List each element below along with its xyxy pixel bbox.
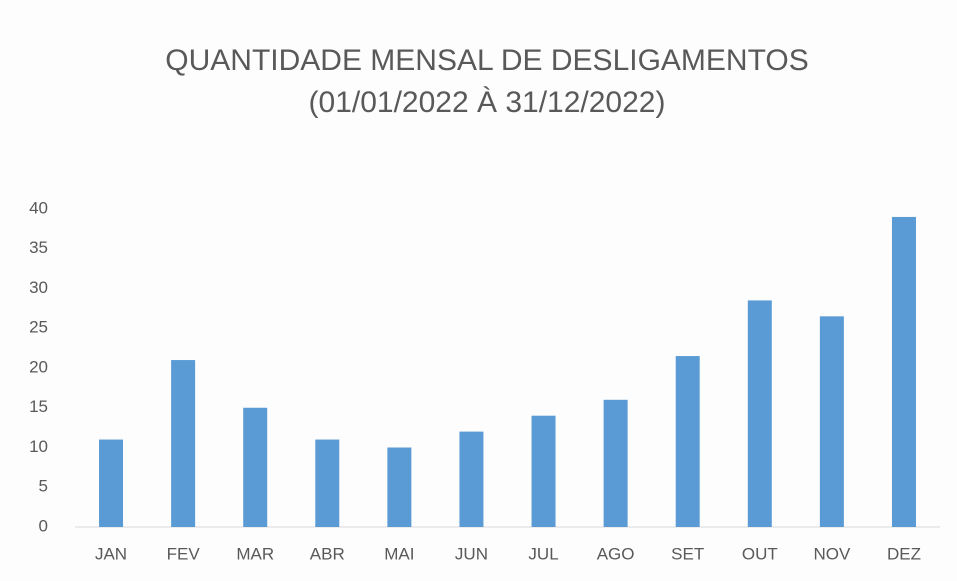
y-tick-label: 15 [29, 397, 48, 416]
bar [531, 415, 556, 527]
x-tick-label: AGO [597, 544, 635, 563]
y-tick-label: 35 [29, 238, 48, 257]
chart-title: QUANTIDADE MENSAL DE DESLIGAMENTOS [165, 44, 808, 77]
y-tick-label: 20 [29, 357, 48, 376]
x-tick-label: MAR [236, 544, 274, 563]
x-tick-label: DEZ [887, 544, 921, 563]
x-tick-label: NOV [813, 544, 851, 563]
x-tick-label: JUN [455, 544, 488, 563]
bar [747, 300, 772, 527]
bar [315, 439, 340, 527]
bar [243, 407, 268, 527]
x-tick-label: MAI [384, 544, 414, 563]
chart-subtitle: (01/01/2022 À 31/12/2022) [309, 86, 666, 119]
bar [891, 216, 916, 527]
y-tick-label: 25 [29, 318, 48, 337]
y-tick-label: 30 [29, 278, 48, 297]
bar [459, 431, 484, 527]
x-tick-label: JUL [528, 544, 558, 563]
x-tick-label: JAN [95, 544, 127, 563]
x-tick-label: FEV [167, 544, 201, 563]
bar [171, 360, 196, 527]
bar [387, 447, 412, 527]
x-tick-label: OUT [742, 544, 778, 563]
bar [819, 316, 844, 527]
x-tick-label: ABR [310, 544, 345, 563]
bar [675, 356, 700, 527]
bar [99, 439, 124, 527]
y-tick-label: 0 [39, 516, 48, 535]
x-tick-label: SET [671, 544, 704, 563]
bar [603, 399, 628, 527]
y-tick-label: 5 [39, 477, 48, 496]
y-tick-label: 10 [29, 437, 48, 456]
y-tick-label: 40 [29, 198, 48, 217]
